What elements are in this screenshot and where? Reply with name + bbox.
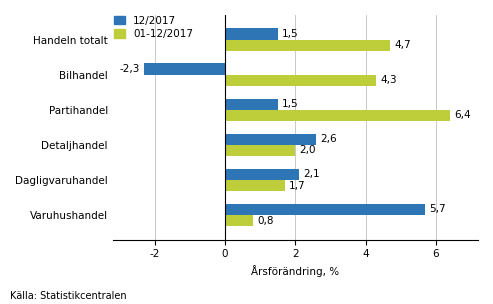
Text: 1,5: 1,5 [282, 29, 299, 39]
Bar [225, 204, 425, 215]
Legend: 12/2017, 01-12/2017: 12/2017, 01-12/2017 [114, 16, 193, 39]
Bar [225, 40, 390, 51]
Bar [225, 169, 299, 180]
Text: 2,1: 2,1 [303, 169, 319, 179]
Text: 2,6: 2,6 [320, 134, 337, 144]
Bar [225, 28, 278, 40]
Text: 4,3: 4,3 [380, 75, 397, 85]
Text: 6,4: 6,4 [454, 110, 471, 120]
Text: 4,7: 4,7 [394, 40, 411, 50]
Bar [225, 180, 285, 191]
Bar [225, 75, 376, 86]
Bar [225, 134, 317, 145]
Text: 2,0: 2,0 [300, 146, 316, 155]
Text: 1,5: 1,5 [282, 99, 299, 109]
X-axis label: Årsförändring, %: Årsförändring, % [251, 265, 339, 277]
Text: 5,7: 5,7 [429, 205, 446, 214]
Bar [225, 215, 253, 226]
Bar [225, 98, 278, 110]
Bar [144, 64, 225, 75]
Text: -2,3: -2,3 [120, 64, 140, 74]
Bar [225, 110, 450, 121]
Text: 0,8: 0,8 [257, 216, 274, 226]
Text: 1,7: 1,7 [289, 181, 306, 191]
Bar [225, 145, 295, 156]
Text: Källa: Statistikcentralen: Källa: Statistikcentralen [10, 291, 127, 301]
